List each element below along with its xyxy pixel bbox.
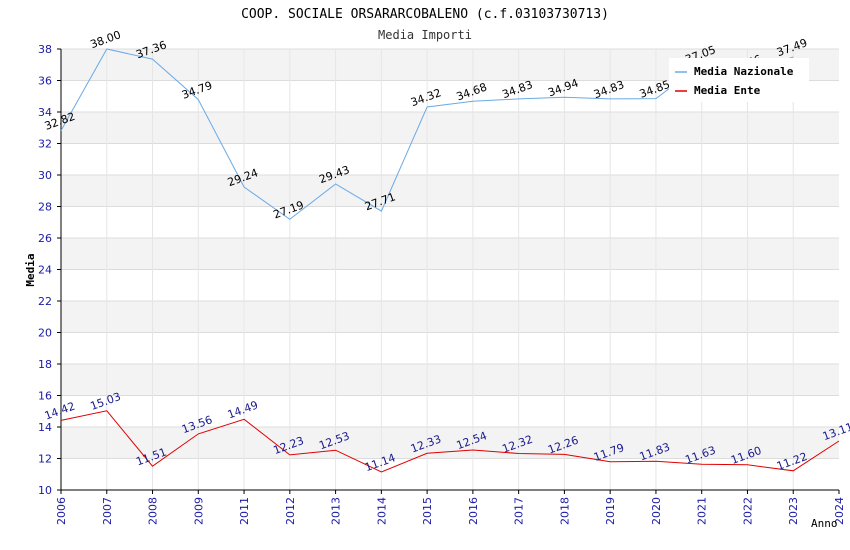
grid-band xyxy=(61,269,839,301)
x-tick-label: 2020 xyxy=(650,497,663,525)
grid-band xyxy=(61,332,839,364)
grid-bands xyxy=(61,49,839,490)
x-tick-label: 2007 xyxy=(101,497,114,525)
y-tick-label: 22 xyxy=(38,295,52,308)
x-tick-label: 2017 xyxy=(513,497,526,525)
x-tick-label: 2009 xyxy=(192,497,205,525)
grid-band xyxy=(61,206,839,238)
y-tick-label: 10 xyxy=(38,484,52,497)
y-tick-label: 12 xyxy=(38,453,52,466)
y-tick-label: 36 xyxy=(38,75,52,88)
x-tick-label: 2012 xyxy=(284,497,297,525)
y-tick-label: 20 xyxy=(38,327,52,340)
x-tick-label: 2018 xyxy=(558,497,571,525)
x-tick-label: 2013 xyxy=(330,497,343,525)
legend-entry-media-nazionale: Media Nazionale xyxy=(694,65,794,78)
y-tick-label: 28 xyxy=(38,201,52,214)
x-tick-label: 2021 xyxy=(696,497,709,525)
x-tick-label: 2014 xyxy=(375,497,388,525)
grid-band xyxy=(61,143,839,175)
grid-band xyxy=(61,112,839,144)
legend-entry-media-ente: Media Ente xyxy=(694,84,761,97)
y-tick-label: 14 xyxy=(38,421,52,434)
x-tick-label: 2024 xyxy=(833,497,846,525)
grid-band xyxy=(61,175,839,207)
x-axis-ticks: 2006 2007 2008 2009 2011 2012 2013 2014 2015 2016… xyxy=(55,490,846,525)
x-tick-label: 2015 xyxy=(421,497,434,525)
grid-band xyxy=(61,458,839,490)
grid-band xyxy=(61,301,839,333)
x-axis-label: Anno xyxy=(811,517,838,530)
y-tick-label: 38 xyxy=(38,43,52,56)
y-axis-label: Media xyxy=(24,253,37,286)
legend-box xyxy=(669,58,809,102)
data-label: 38.00 xyxy=(89,28,123,51)
x-tick-label: 2008 xyxy=(147,497,160,525)
y-tick-label: 26 xyxy=(38,232,52,245)
series-line-media-ente xyxy=(60,410,840,473)
y-tick-label: 30 xyxy=(38,169,52,182)
y-tick-label: 34 xyxy=(38,106,52,119)
x-tick-label: 2019 xyxy=(604,497,617,525)
y-axis-ticks: 10 12 14 16 18 20 22 24 26 28 30 32 34 36 38 xyxy=(38,43,61,497)
grid-band xyxy=(61,427,839,459)
x-tick-label: 2016 xyxy=(467,497,480,525)
chart-subtitle: Media Importi xyxy=(378,28,472,42)
y-tick-label: 16 xyxy=(38,390,52,403)
legend: Media Nazionale Media Ente xyxy=(669,58,809,102)
grid-band xyxy=(61,364,839,396)
y-tick-label: 24 xyxy=(38,264,52,277)
x-tick-label: 2006 xyxy=(55,497,68,525)
y-tick-label: 32 xyxy=(38,138,52,151)
chart-title: COOP. SOCIALE ORSARARCOBALENO (c.f.03103… xyxy=(241,7,609,22)
x-tick-label: 2022 xyxy=(741,497,754,525)
x-tick-label: 2023 xyxy=(787,497,800,525)
grid-band xyxy=(61,238,839,270)
x-tick-label: 2011 xyxy=(238,497,251,525)
grid-band xyxy=(61,395,839,427)
grid-lines xyxy=(61,48,839,491)
y-tick-label: 18 xyxy=(38,358,52,371)
